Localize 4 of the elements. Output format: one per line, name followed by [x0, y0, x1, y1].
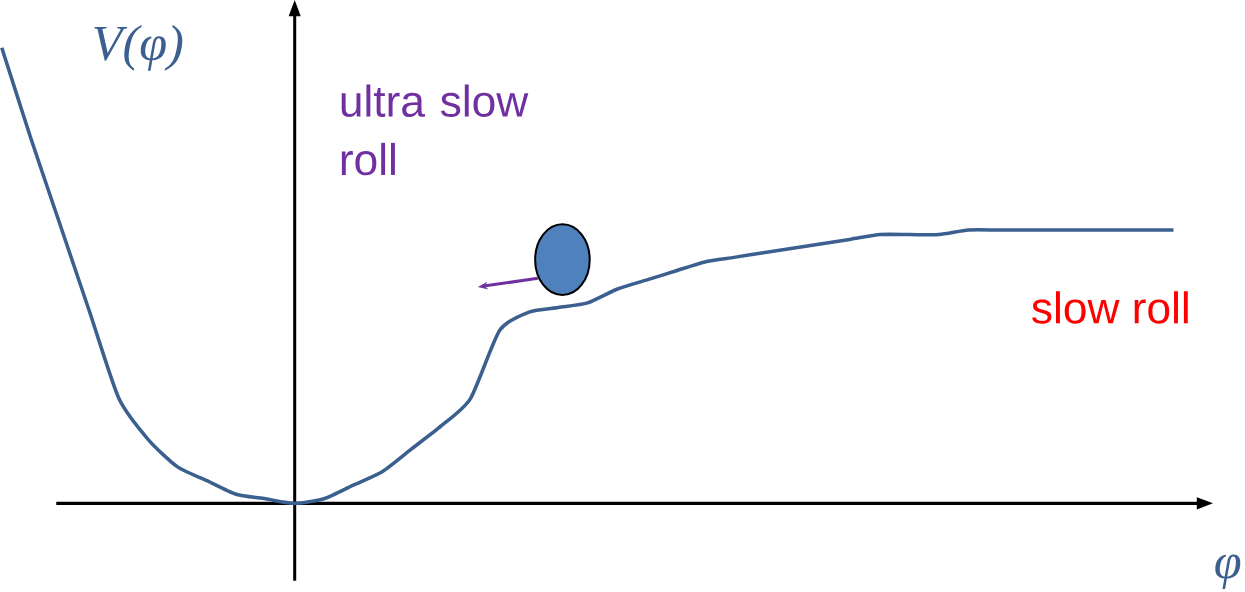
annotation: slow roll	[1032, 291, 1188, 324]
x-axis-title: φ	[1215, 554, 1241, 589]
annotation: ultra slow roll	[341, 84, 529, 176]
y-axis-title: V(φ)	[94, 24, 183, 71]
